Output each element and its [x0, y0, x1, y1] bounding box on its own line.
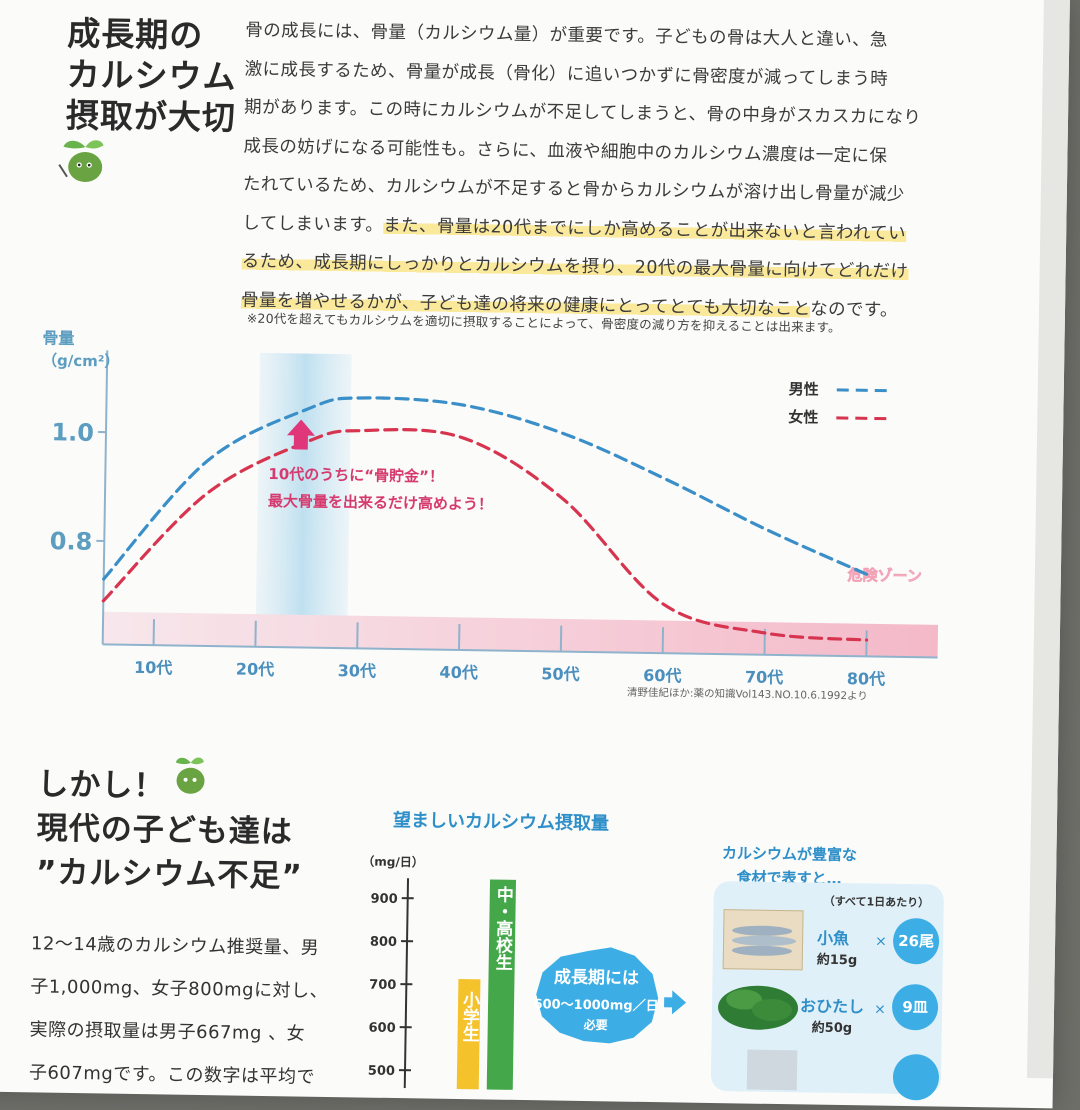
series-line-male: [104, 394, 871, 591]
intro-paragraph: 骨の成長には、骨量（カルシウム量）が重要です。子どもの骨は大人と違い、急 激に成…: [241, 12, 946, 331]
intake-tick-label: 700: [369, 978, 396, 993]
callout-line-1: 10代のうちに“骨貯金”！: [268, 465, 444, 486]
times-icon-2: ×: [874, 1002, 886, 1018]
legend-swatch: [836, 418, 888, 419]
food-1-amount: 約15g: [817, 949, 858, 969]
legend-label: 男性: [789, 380, 819, 398]
spinach-icon: [712, 973, 805, 1038]
sprout-mascot-icon: [55, 135, 116, 186]
intake-chart-title: 望ましいカルシウム摂取量: [393, 806, 609, 835]
x-tick-label: 80代: [847, 669, 886, 689]
food-1-count: 26尾: [893, 918, 940, 965]
y-tick-label: 1.0: [51, 418, 94, 447]
intake-tick-label: 800: [370, 935, 397, 950]
x-tick-label: 30代: [338, 661, 377, 681]
y-axis-unit: （g/cm²）: [42, 351, 120, 370]
y-tick-label: 0.8: [50, 527, 93, 556]
need-badge-line-1: 成長期には: [554, 967, 639, 989]
callout-line-2: 最大骨量を出来るだけ高めよう！: [268, 492, 493, 514]
intake-chart: （mg/日） 900 800 700 600 500 小学生 中・高校生 成長期には 6…: [351, 847, 695, 1092]
x-tick-label: 40代: [439, 663, 478, 683]
x-tick-label: 10代: [134, 658, 173, 678]
bone-mass-chart: 危険ゾーン 骨量 （g/cm²） 1.0 0.8 10代 20代 30代 40代 50代 6…: [32, 327, 958, 711]
need-badge-line-3: 必要: [583, 1017, 608, 1032]
section2-paragraph: 12〜14歳のカルシウム推奨量、男 子1,000mg、女子800mgに対し、 実…: [29, 922, 352, 1099]
intake-tick-label: 500: [368, 1064, 395, 1079]
bar-middle-high-label: 中・高校生: [492, 885, 514, 971]
foods-note: （すべて1日あたり）: [824, 893, 930, 911]
legend-label: 女性: [788, 408, 818, 426]
food-2-count: 9皿: [892, 984, 939, 1031]
fish-icon: [724, 910, 803, 969]
sprout-mascot-small-icon: [170, 752, 211, 799]
bar-elementary-label: 小学生: [458, 991, 479, 1042]
legend-swatch: [837, 390, 889, 391]
series-line-female: [103, 425, 870, 640]
fish-image: [723, 909, 804, 970]
x-tick-label: 50代: [541, 664, 580, 684]
intake-tick-label: 600: [368, 1021, 395, 1036]
x-tick-label: 20代: [236, 659, 275, 679]
need-badge-line-2: 600〜1000mg／日: [533, 996, 658, 1014]
x-tick-label: 60代: [643, 666, 682, 686]
foods-panel: （すべて1日あたり） 小魚 約15g × 26尾 おひたし 約50g × 9皿: [711, 881, 944, 1095]
next-page-edge: [1027, 0, 1070, 1078]
food-3-image: [747, 1050, 798, 1091]
food-3-count-badge: [893, 1054, 940, 1101]
times-icon: ×: [875, 934, 887, 950]
x-tick-label: 70代: [745, 667, 784, 687]
y-axis-label: 骨量: [42, 328, 74, 348]
food-2-amount: 約50g: [812, 1017, 853, 1037]
section1-title: 成長期の カルシウム 摂取が大切: [66, 13, 248, 139]
food-1-name: 小魚: [817, 925, 849, 949]
danger-zone-label: 危険ゾーン: [847, 566, 922, 585]
intake-unit: （mg/日）: [362, 853, 424, 869]
arrow-right-icon: [664, 990, 686, 1014]
food-2-name: おひたし: [800, 992, 864, 1017]
intake-tick-label: 900: [370, 892, 397, 907]
